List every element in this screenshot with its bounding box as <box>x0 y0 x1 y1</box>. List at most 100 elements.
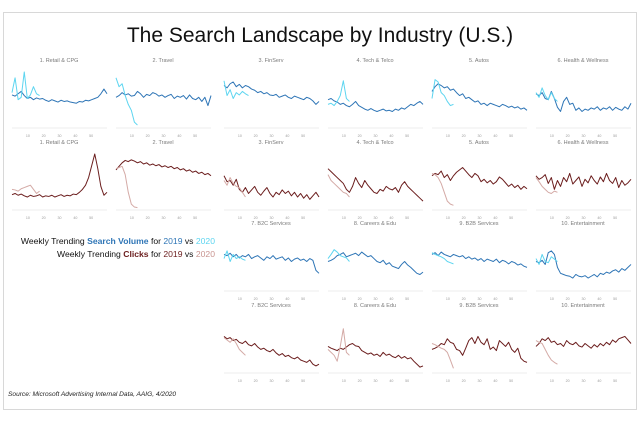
x-tick-label: 50 <box>613 297 617 301</box>
x-tick-label: 50 <box>89 216 93 220</box>
x-tick-label: 10 <box>130 134 134 138</box>
line-chart: 10 20 30 40 50 <box>535 250 632 301</box>
legend-clicks-for: for <box>148 249 164 259</box>
chart-title: 5. Autos <box>469 58 489 64</box>
series-line-2019 <box>535 335 632 349</box>
series-line-2020 <box>535 253 558 265</box>
series-line-2020 <box>223 80 249 99</box>
line-chart: 10 20 30 40 50 <box>431 251 528 301</box>
chart-title: 9. B2B Services <box>459 303 499 309</box>
line-chart: 10 20 30 40 50 <box>535 172 632 220</box>
x-tick-label: 40 <box>597 134 601 138</box>
series-line-2020 <box>223 250 246 262</box>
x-tick-label: 10 <box>238 216 242 220</box>
x-tick-label: 10 <box>238 134 242 138</box>
chart-panel: 9. B2B Services 10 20 30 40 50 <box>428 221 530 303</box>
chart-title: 8. Careers & Edu <box>353 221 397 227</box>
series-line-2020 <box>223 177 246 198</box>
line-chart: 10 20 30 40 50 <box>431 167 528 220</box>
chart-title: 1. Retail & CPG <box>39 58 79 64</box>
x-tick-label: 40 <box>389 134 393 138</box>
x-tick-label: 30 <box>270 216 274 220</box>
x-tick-label: 30 <box>374 379 378 383</box>
series-line-2019 <box>115 159 212 177</box>
x-tick-label: 40 <box>493 216 497 220</box>
chart-panel: 2. Travel 10 20 30 40 50 <box>112 140 214 222</box>
x-tick-label: 20 <box>42 134 46 138</box>
x-tick-label: 50 <box>613 216 617 220</box>
chart-title: 10. Entertainment <box>561 303 605 309</box>
chart-panel: 5. Autos 10 20 30 40 50 <box>428 140 530 222</box>
series-line-2019 <box>327 98 424 112</box>
x-tick-label: 40 <box>493 134 497 138</box>
series-line-2020 <box>11 71 40 101</box>
x-tick-label: 50 <box>193 134 197 138</box>
x-tick-label: 30 <box>478 216 482 220</box>
series-line-2019 <box>431 167 528 190</box>
line-chart: 10 20 30 40 50 <box>327 328 424 383</box>
x-tick-label: 30 <box>162 134 166 138</box>
x-tick-label: 20 <box>566 297 570 301</box>
x-tick-label: 40 <box>73 134 77 138</box>
series-line-2019 <box>223 252 320 274</box>
x-tick-label: 40 <box>597 379 601 383</box>
x-tick-label: 20 <box>146 134 150 138</box>
x-tick-label: 10 <box>26 134 30 138</box>
x-tick-label: 20 <box>462 134 466 138</box>
chart-title: 4. Tech & Telco <box>356 58 394 64</box>
series-line-2019 <box>327 168 424 202</box>
chart-title: 2. Travel <box>152 140 174 146</box>
series-line-2020 <box>431 79 454 107</box>
x-tick-label: 50 <box>613 134 617 138</box>
x-tick-label: 20 <box>566 379 570 383</box>
x-tick-label: 30 <box>478 134 482 138</box>
x-tick-label: 40 <box>389 297 393 301</box>
line-chart: 10 20 30 40 50 <box>11 71 108 138</box>
chart-panel: 7. B2C Services 10 20 30 40 50 <box>220 221 322 303</box>
legend-search-vs: vs <box>182 236 196 246</box>
x-tick-label: 50 <box>193 216 197 220</box>
line-chart: 10 20 30 40 50 <box>223 250 320 301</box>
x-tick-label: 30 <box>478 379 482 383</box>
line-chart: 10 20 30 40 50 <box>223 336 320 383</box>
x-tick-label: 40 <box>493 297 497 301</box>
x-tick-label: 40 <box>493 379 497 383</box>
x-tick-label: 50 <box>509 134 513 138</box>
series-line-2019 <box>115 90 212 107</box>
source-note: Source: Microsoft Advertising Internal D… <box>8 391 177 398</box>
x-tick-label: 30 <box>58 134 62 138</box>
chart-panel: 6. Health & Wellness 10 20 30 40 50 <box>532 58 634 140</box>
x-tick-label: 20 <box>42 216 46 220</box>
x-tick-label: 10 <box>238 379 242 383</box>
x-tick-label: 20 <box>462 216 466 220</box>
chart-title: 6. Health & Wellness <box>557 140 609 146</box>
x-tick-label: 30 <box>582 216 586 220</box>
legend-clicks-vs: vs <box>182 249 196 259</box>
series-line-2019 <box>223 336 320 367</box>
series-line-2020 <box>223 337 246 356</box>
x-tick-label: 20 <box>254 134 258 138</box>
series-line-2019 <box>327 343 424 368</box>
x-tick-label: 10 <box>238 297 242 301</box>
line-chart: 10 20 30 40 50 <box>327 249 424 301</box>
x-tick-label: 30 <box>270 134 274 138</box>
series-line-2019 <box>223 81 320 105</box>
chart-title: 10. Entertainment <box>561 221 605 227</box>
x-tick-label: 30 <box>270 297 274 301</box>
series-line-2020 <box>115 77 138 126</box>
x-tick-label: 10 <box>550 134 554 138</box>
chart-panel: 1. Retail & CPG 10 20 30 40 50 <box>8 58 110 140</box>
series-line-2019 <box>11 153 108 198</box>
series-line-2020 <box>535 177 558 194</box>
x-tick-label: 30 <box>270 379 274 383</box>
chart-panel: 8. Careers & Edu 10 20 30 40 50 <box>324 221 426 303</box>
line-chart: 10 20 30 40 50 <box>115 77 212 138</box>
x-tick-label: 10 <box>550 216 554 220</box>
legend-search-2020: 2020 <box>195 236 215 246</box>
line-chart: 10 20 30 40 50 <box>535 87 632 138</box>
series-line-2020 <box>431 343 454 369</box>
x-tick-label: 20 <box>566 216 570 220</box>
x-tick-label: 10 <box>342 297 346 301</box>
x-tick-label: 10 <box>446 297 450 301</box>
x-tick-label: 50 <box>509 379 513 383</box>
